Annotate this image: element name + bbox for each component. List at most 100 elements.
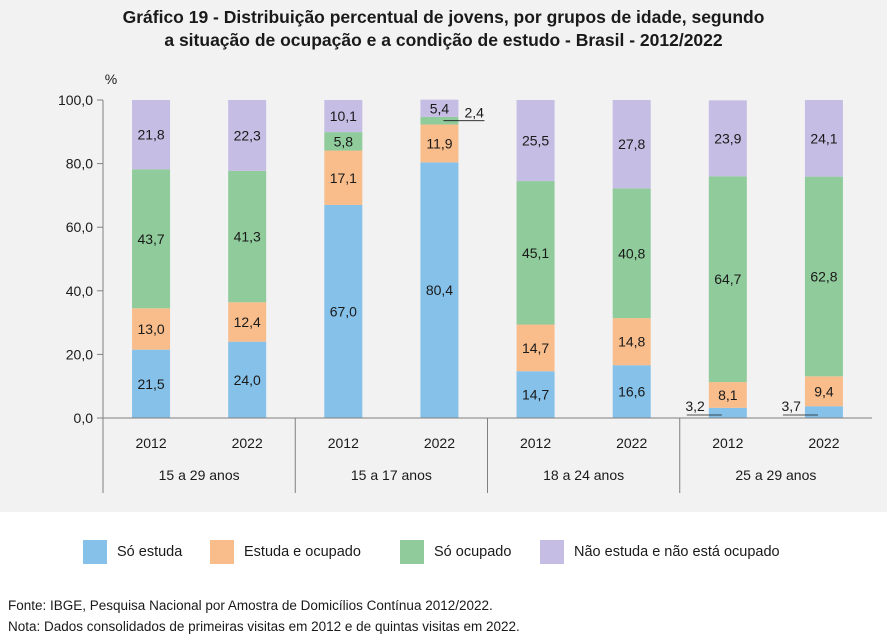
x-tick-label-1: 2022: [232, 435, 263, 451]
x-tick-label-2: 2012: [328, 435, 359, 451]
data-label-so-ocupado-0: 43,7: [137, 231, 164, 247]
data-label-so-ocupado-4: 45,1: [522, 245, 549, 261]
stacked-bar-chart: % 0,0 20,0 40,0 60,0 80,0 100,0 21,5 13,0 43,7 21,…: [58, 71, 872, 493]
y-tick-label-0: 0,0: [74, 410, 94, 426]
data-label-nao-estuda-e-nao-esta-ocupado-4: 25,5: [522, 133, 549, 149]
data-label-estuda-e-ocupado-0: 13,0: [137, 321, 164, 337]
x-tick-label-6: 2012: [712, 435, 743, 451]
bar-so-ocupado-7: [804, 176, 843, 377]
legend-swatch-estuda-e-ocupado: [210, 540, 234, 564]
y-tick-label-1: 20,0: [66, 346, 93, 362]
group-label-0: 15 a 29 anos: [159, 467, 240, 483]
bar-nao-estuda-e-nao-esta-ocupado-7: [804, 100, 843, 177]
data-label-nao-estuda-e-nao-esta-ocupado-2: 10,1: [330, 108, 357, 124]
footer-note: Nota: Dados consolidados de primeiras vi…: [8, 619, 520, 634]
bar-so-ocupado-6: [708, 176, 747, 383]
bar-so-estuda-3: [420, 162, 459, 418]
data-label-so-estuda-0: 21,5: [137, 376, 164, 392]
chart-title-line-2: a situação de ocupação e a condição de e…: [164, 30, 723, 50]
bar-so-ocupado-0: [132, 169, 171, 309]
data-label-so-estuda-3: 80,4: [426, 282, 453, 298]
bar-so-ocupado-3: [420, 116, 459, 125]
group-label-2: 18 a 24 anos: [543, 467, 624, 483]
data-label-so-ocupado-5: 40,8: [618, 245, 645, 261]
y-tick-label-2: 40,0: [66, 283, 93, 299]
data-label-so-ocupado-3: 2,4: [464, 105, 484, 121]
data-label-nao-estuda-e-nao-esta-ocupado-6: 23,9: [714, 130, 741, 146]
data-label-estuda-e-ocupado-4: 14,7: [522, 340, 549, 356]
data-label-so-estuda-7: 3,7: [781, 398, 801, 414]
bar-so-estuda-5: [612, 365, 651, 418]
bar-estuda-e-ocupado-4: [516, 324, 555, 372]
data-label-nao-estuda-e-nao-esta-ocupado-0: 21,8: [137, 127, 164, 143]
bar-estuda-e-ocupado-0: [132, 308, 171, 350]
data-label-estuda-e-ocupado-6: 8,1: [718, 387, 738, 403]
bar-estuda-e-ocupado-2: [324, 150, 363, 205]
data-label-so-estuda-6: 3,2: [685, 398, 705, 414]
bar-nao-estuda-e-nao-esta-ocupado-3: [420, 99, 459, 117]
bar-so-estuda-6: [708, 407, 747, 418]
footer: Fonte: IBGE, Pesquisa Nacional por Amost…: [8, 595, 520, 637]
data-label-so-ocupado-7: 62,8: [810, 268, 837, 284]
y-axis-label: %: [105, 71, 117, 87]
bar-so-ocupado-5: [612, 188, 651, 319]
legend-label-estuda-e-ocupado: Estuda e ocupado: [244, 544, 361, 560]
data-label-estuda-e-ocupado-3: 11,9: [426, 135, 452, 151]
bar-estuda-e-ocupado-7: [804, 376, 843, 407]
y-tick-label-4: 80,0: [66, 156, 93, 172]
legend-swatch-so-ocupado: [400, 540, 424, 564]
bar-so-estuda-1: [228, 341, 267, 418]
data-label-estuda-e-ocupado-1: 12,4: [234, 314, 261, 330]
legend-item-estuda-e-ocupado: Estuda e ocupado: [210, 539, 361, 565]
legend-swatch-so-estuda: [83, 540, 107, 564]
bar-so-ocupado-1: [228, 170, 267, 303]
bar-so-ocupado-4: [516, 181, 555, 325]
bar-nao-estuda-e-nao-esta-ocupado-5: [612, 100, 651, 189]
bar-so-estuda-4: [516, 371, 555, 418]
data-label-estuda-e-ocupado-7: 9,4: [814, 383, 834, 399]
x-tick-label-3: 2022: [424, 435, 455, 451]
bar-so-estuda-0: [132, 349, 171, 418]
bar-so-estuda-2: [324, 204, 363, 418]
group-label-3: 25 a 29 anos: [735, 467, 816, 483]
legend-swatch-nao-estuda-nao-ocupado: [540, 540, 564, 564]
bar-nao-estuda-e-nao-esta-ocupado-1: [228, 100, 267, 171]
bar-nao-estuda-e-nao-esta-ocupado-4: [516, 100, 555, 182]
y-tick-label-3: 60,0: [66, 219, 93, 235]
x-tick-label-5: 2022: [616, 435, 647, 451]
data-label-estuda-e-ocupado-2: 17,1: [330, 170, 357, 186]
data-label-so-estuda-5: 16,6: [618, 384, 645, 400]
bar-nao-estuda-e-nao-esta-ocupado-0: [132, 100, 171, 170]
bar-nao-estuda-e-nao-esta-ocupado-6: [708, 100, 747, 177]
chart-title-line-1: Gráfico 19 - Distribuição percentual de …: [122, 7, 765, 27]
y-tick-label-5: 100,0: [58, 92, 93, 108]
bar-nao-estuda-e-nao-esta-ocupado-2: [324, 100, 363, 133]
bar-so-estuda-7: [804, 406, 843, 418]
legend: Só estuda Estuda e ocupado Só ocupado Nã…: [0, 539, 887, 565]
data-label-nao-estuda-e-nao-esta-ocupado-3: 5,4: [430, 100, 450, 116]
x-tick-label-4: 2012: [520, 435, 551, 451]
bar-estuda-e-ocupado-6: [708, 382, 747, 408]
legend-item-nao-estuda-nao-ocupado: Não estuda e não está ocupado: [540, 539, 780, 565]
data-label-estuda-e-ocupado-5: 14,8: [618, 334, 645, 350]
data-label-nao-estuda-e-nao-esta-ocupado-5: 27,8: [618, 136, 645, 152]
x-tick-label-7: 2022: [808, 435, 839, 451]
footer-source: Fonte: IBGE, Pesquisa Nacional por Amost…: [8, 598, 493, 613]
legend-label-so-estuda: Só estuda: [117, 544, 183, 560]
legend-label-nao-estuda-nao-ocupado: Não estuda e não está ocupado: [574, 544, 780, 560]
bar-estuda-e-ocupado-5: [612, 318, 651, 366]
chart-panel: Gráfico 19 - Distribuição percentual de …: [0, 0, 887, 512]
data-label-so-ocupado-6: 64,7: [714, 271, 741, 287]
data-label-nao-estuda-e-nao-esta-ocupado-1: 22,3: [234, 127, 261, 143]
chart-title: Gráfico 19 - Distribuição percentual de …: [0, 6, 887, 52]
x-tick-label-0: 2012: [135, 435, 166, 451]
data-label-so-ocupado-2: 5,8: [334, 133, 354, 149]
bar-so-ocupado-2: [324, 132, 363, 151]
bar-estuda-e-ocupado-3: [420, 124, 459, 163]
data-label-so-ocupado-1: 41,3: [234, 229, 261, 245]
data-label-so-estuda-1: 24,0: [234, 372, 261, 388]
legend-item-so-estuda: Só estuda: [83, 539, 182, 565]
legend-item-so-ocupado: Só ocupado: [400, 539, 511, 565]
bar-estuda-e-ocupado-1: [228, 302, 267, 342]
data-label-so-estuda-4: 14,7: [522, 387, 549, 403]
